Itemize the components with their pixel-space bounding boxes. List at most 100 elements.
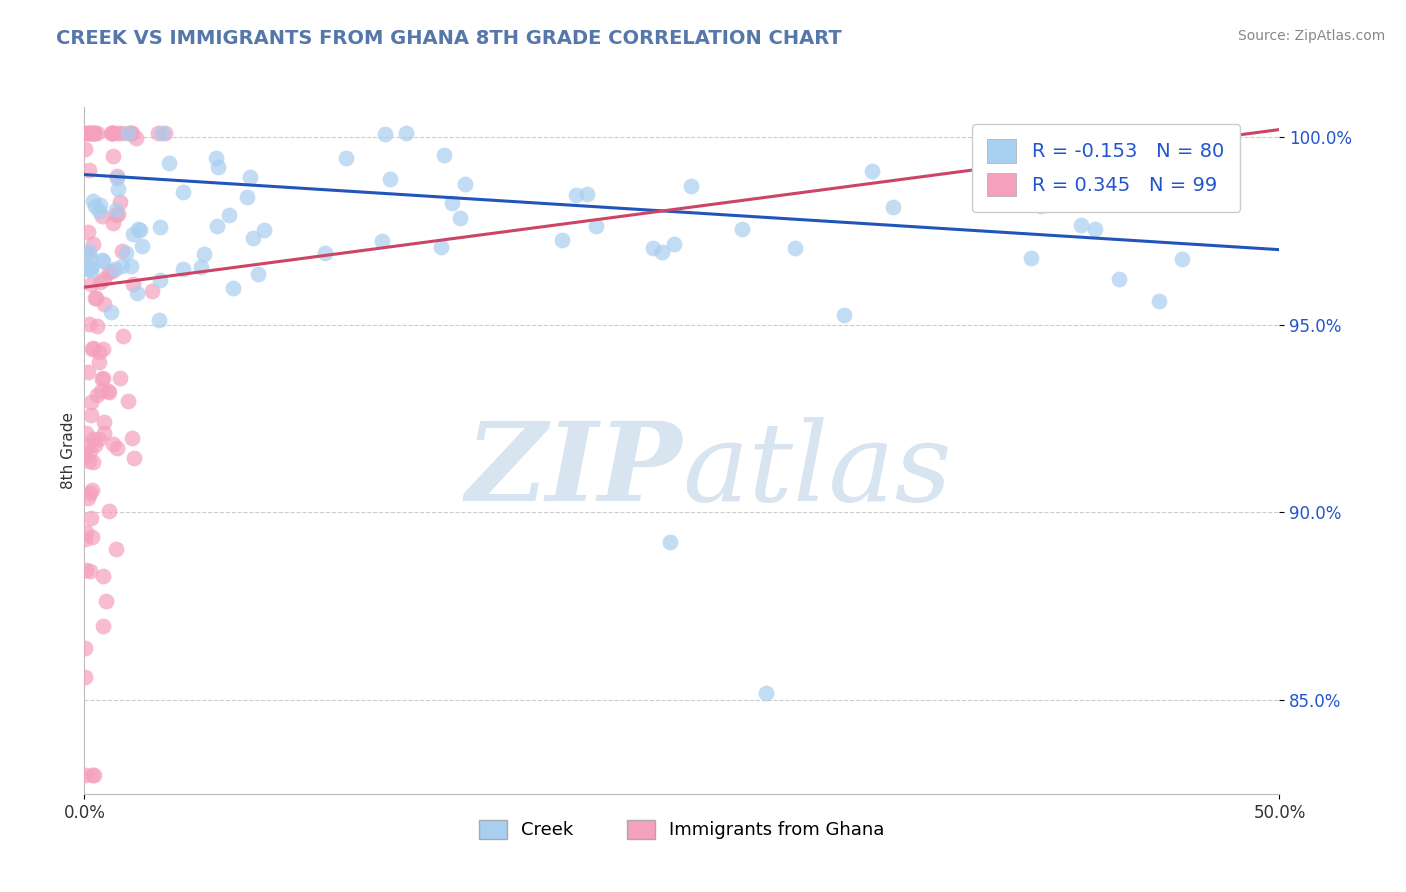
- Point: [77, 491, 100, 506]
- Point: [87, 355, 110, 369]
- Point: [155, 126, 177, 140]
- Point: [157, 155, 180, 169]
- Point: [100, 126, 122, 140]
- Point: [395, 126, 418, 140]
- Point: [93, 297, 115, 311]
- Point: [104, 208, 127, 222]
- Point: [82, 455, 104, 469]
- Point: [120, 259, 142, 273]
- Point: [207, 160, 229, 174]
- Point: [204, 151, 226, 165]
- Text: Source: ZipAtlas.com: Source: ZipAtlas.com: [1237, 29, 1385, 43]
- Point: [129, 223, 152, 237]
- Point: [77, 453, 100, 467]
- Point: [218, 208, 240, 222]
- Point: [121, 126, 143, 140]
- Point: [1116, 173, 1139, 187]
- Point: [104, 542, 127, 557]
- Point: [221, 281, 243, 295]
- Text: CREEK VS IMMIGRANTS FROM GHANA 8TH GRADE CORRELATION CHART: CREEK VS IMMIGRANTS FROM GHANA 8TH GRADE…: [56, 29, 842, 47]
- Point: [107, 207, 129, 221]
- Point: [77, 439, 100, 453]
- Point: [76, 365, 98, 379]
- Point: [82, 237, 104, 252]
- Point: [90, 372, 112, 386]
- Point: [246, 267, 269, 281]
- Point: [103, 216, 125, 230]
- Point: [77, 244, 100, 259]
- Point: [1059, 129, 1081, 144]
- Point: [77, 162, 100, 177]
- Point: [84, 292, 107, 306]
- Y-axis label: 8th Grade: 8th Grade: [60, 412, 76, 489]
- Point: [236, 190, 259, 204]
- Point: [172, 262, 194, 277]
- Point: [75, 126, 97, 140]
- Point: [101, 264, 124, 278]
- Point: [82, 342, 104, 356]
- Point: [75, 126, 97, 140]
- Point: [193, 246, 215, 260]
- Point: [80, 395, 103, 409]
- Point: [105, 441, 128, 455]
- Point: [681, 178, 703, 193]
- Point: [141, 284, 163, 298]
- Point: [440, 196, 463, 211]
- Point: [101, 126, 124, 140]
- Point: [76, 246, 98, 260]
- Point: [565, 188, 588, 202]
- Point: [93, 271, 115, 285]
- Point: [335, 151, 357, 165]
- Point: [207, 219, 229, 234]
- Point: [75, 525, 97, 540]
- Point: [430, 240, 453, 254]
- Point: [76, 261, 98, 276]
- Point: [783, 241, 806, 255]
- Point: [75, 563, 97, 577]
- Point: [585, 219, 607, 233]
- Point: [75, 670, 97, 684]
- Point: [117, 394, 139, 409]
- Point: [82, 342, 104, 356]
- Point: [148, 126, 170, 140]
- Point: [89, 275, 111, 289]
- Point: [86, 291, 108, 305]
- Point: [107, 171, 129, 186]
- Point: [115, 245, 138, 260]
- Point: [172, 185, 194, 199]
- Point: [104, 262, 127, 277]
- Point: [433, 148, 456, 162]
- Point: [1019, 252, 1042, 266]
- Point: [1070, 219, 1092, 233]
- Point: [641, 241, 664, 255]
- Point: [93, 415, 115, 429]
- Point: [662, 236, 685, 251]
- Point: [86, 387, 108, 401]
- Point: [110, 195, 132, 210]
- Point: [91, 371, 114, 385]
- Point: [80, 263, 103, 277]
- Point: [75, 532, 97, 546]
- Point: [449, 211, 471, 225]
- Point: [82, 432, 104, 446]
- Point: [755, 685, 778, 699]
- Point: [148, 313, 170, 327]
- Point: [79, 126, 101, 140]
- Point: [80, 768, 103, 782]
- Point: [149, 219, 172, 234]
- Point: [79, 126, 101, 140]
- Point: [860, 163, 883, 178]
- Point: [314, 246, 336, 260]
- Point: [93, 426, 115, 441]
- Point: [239, 169, 262, 184]
- Point: [131, 239, 153, 253]
- Text: ZIP: ZIP: [465, 417, 682, 524]
- Point: [253, 223, 276, 237]
- Point: [107, 182, 129, 196]
- Point: [576, 186, 599, 201]
- Point: [111, 244, 134, 258]
- Point: [91, 619, 114, 633]
- Point: [242, 231, 264, 245]
- Point: [82, 126, 104, 140]
- Point: [86, 318, 108, 333]
